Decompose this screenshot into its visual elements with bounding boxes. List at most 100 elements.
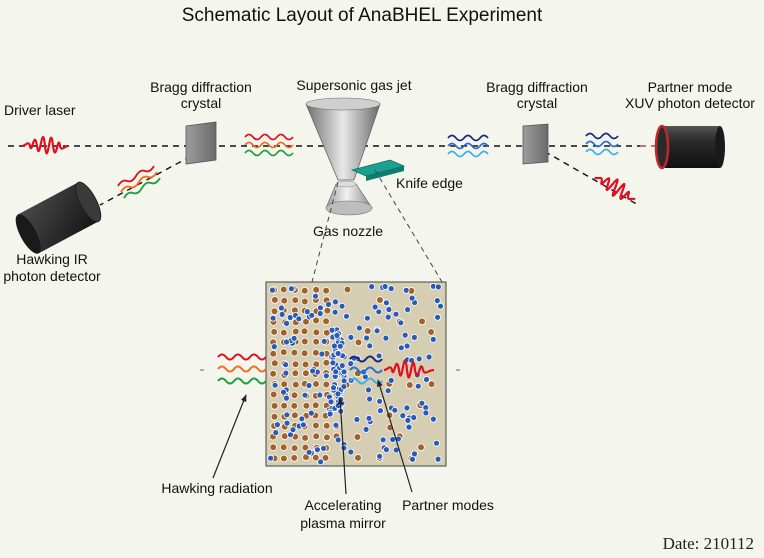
bragg-crystal-right-label-2: crystal — [517, 95, 557, 111]
plasma-ion — [322, 380, 331, 389]
plasma-electron — [410, 333, 418, 341]
plasma-electron — [318, 350, 326, 358]
plasma-electron — [316, 391, 324, 399]
partner-detector-label-2: XUV photon detector — [625, 95, 755, 111]
plasma-electron — [325, 300, 332, 308]
date-stamp: Date: 210112 — [662, 534, 754, 553]
plasma-electron — [371, 303, 379, 311]
plasma-ion — [312, 421, 320, 430]
knife-edge-icon — [350, 159, 406, 181]
plasma-electron — [316, 304, 324, 312]
ir-wavelets-diagonal — [117, 165, 161, 199]
plasma-mirror-electron — [326, 410, 334, 418]
knife-edge-label: Knife edge — [396, 175, 463, 191]
plasma-electron — [434, 283, 442, 291]
plasma-electron — [295, 315, 303, 323]
plasma-electron — [282, 361, 290, 369]
plasma-electron — [405, 423, 413, 431]
plasma-ion — [291, 327, 300, 336]
plasma-electron — [320, 444, 328, 452]
plasma-electron — [303, 308, 311, 316]
plasma-electron — [365, 414, 373, 422]
plasma-electron — [309, 367, 317, 375]
plasma-electron — [382, 299, 390, 307]
plasma-mirror-electron — [334, 390, 342, 398]
plasma-electron — [290, 334, 298, 342]
hawking-ir-detector-icon — [15, 181, 102, 254]
plasma-electron — [347, 360, 355, 368]
plasma-ion — [271, 296, 279, 304]
plasma-electron — [343, 312, 350, 320]
plasma-electron — [434, 455, 442, 463]
plasma-electron — [338, 302, 346, 310]
plasma-electron — [305, 448, 313, 456]
plasma-electron — [387, 285, 395, 293]
plasma-electron — [305, 382, 313, 389]
plasma-ion — [321, 454, 330, 462]
plasma-electron — [298, 415, 306, 423]
plasma-ion — [280, 432, 289, 440]
plasma-electron — [312, 292, 319, 300]
plasma-ion — [312, 285, 321, 294]
plasma-ion — [290, 402, 299, 410]
plasma-electron — [382, 334, 390, 342]
hawking-detector-label-2: photon detector — [3, 268, 101, 284]
plasma-electron — [415, 355, 423, 363]
plasma-mirror-electron — [330, 342, 338, 350]
plasma-electron — [353, 416, 361, 423]
gas-jet-label: Supersonic gas jet — [296, 77, 411, 93]
plasma-electron — [283, 411, 291, 419]
plasma-ion — [322, 286, 330, 295]
plasma-electron — [429, 415, 437, 423]
plasma-electron — [434, 313, 442, 321]
plasma-electron — [418, 399, 426, 407]
plasma-electron — [403, 404, 411, 412]
plasma-ion — [427, 380, 436, 388]
plasma-ion — [312, 348, 320, 357]
plasma-electron — [384, 387, 392, 395]
plasma-electron — [278, 310, 286, 318]
plasma-electron — [408, 294, 416, 302]
driver-laser-label: Driver laser — [4, 102, 76, 118]
bragg-crystal-right-icon — [522, 123, 549, 165]
plasma-electron — [375, 308, 383, 316]
plasma-electron — [270, 343, 278, 351]
plasma-electron — [320, 337, 328, 345]
plasma-ion — [291, 380, 300, 389]
plasma-electron — [332, 421, 340, 429]
plasma-ion — [280, 401, 288, 410]
plasma-mirror-electron — [332, 368, 340, 376]
plasma-ion — [405, 381, 414, 389]
plasma-ion — [418, 317, 426, 326]
plasma-electron — [317, 458, 325, 466]
plasma-electron — [331, 298, 339, 306]
plasma-ion — [269, 369, 277, 378]
plasma-electron — [401, 331, 409, 339]
plasma-ion — [269, 443, 278, 452]
plasma-ion — [353, 433, 362, 441]
plasma-ion — [280, 296, 289, 305]
plasma-electron — [422, 409, 430, 417]
ir-wavelets-upper — [244, 133, 294, 157]
plasma-ion — [290, 454, 299, 462]
plasma-ion — [343, 285, 352, 294]
plasma-ion — [270, 328, 279, 336]
plasma-electron — [273, 421, 281, 429]
plasma-ion — [427, 328, 435, 336]
plasma-electron — [373, 327, 381, 335]
plasma-ion — [291, 369, 300, 378]
plasma-ion — [301, 434, 309, 442]
plasma-ion — [290, 444, 299, 452]
plasma-ion — [300, 297, 309, 306]
plasma-ion — [270, 402, 279, 410]
plasma-ion — [290, 391, 299, 400]
plasma-electron — [411, 450, 418, 458]
hawking-radiation-label: Hawking radiation — [161, 480, 272, 496]
plasma-ion — [291, 360, 300, 369]
hawking-detector-label-1: Hawking IR — [16, 251, 88, 267]
plasma-electron — [385, 306, 393, 313]
plasma-electron — [283, 319, 291, 327]
plasma-electron — [399, 412, 407, 420]
plasma-ion — [322, 358, 331, 367]
plasma-ion — [312, 328, 321, 337]
